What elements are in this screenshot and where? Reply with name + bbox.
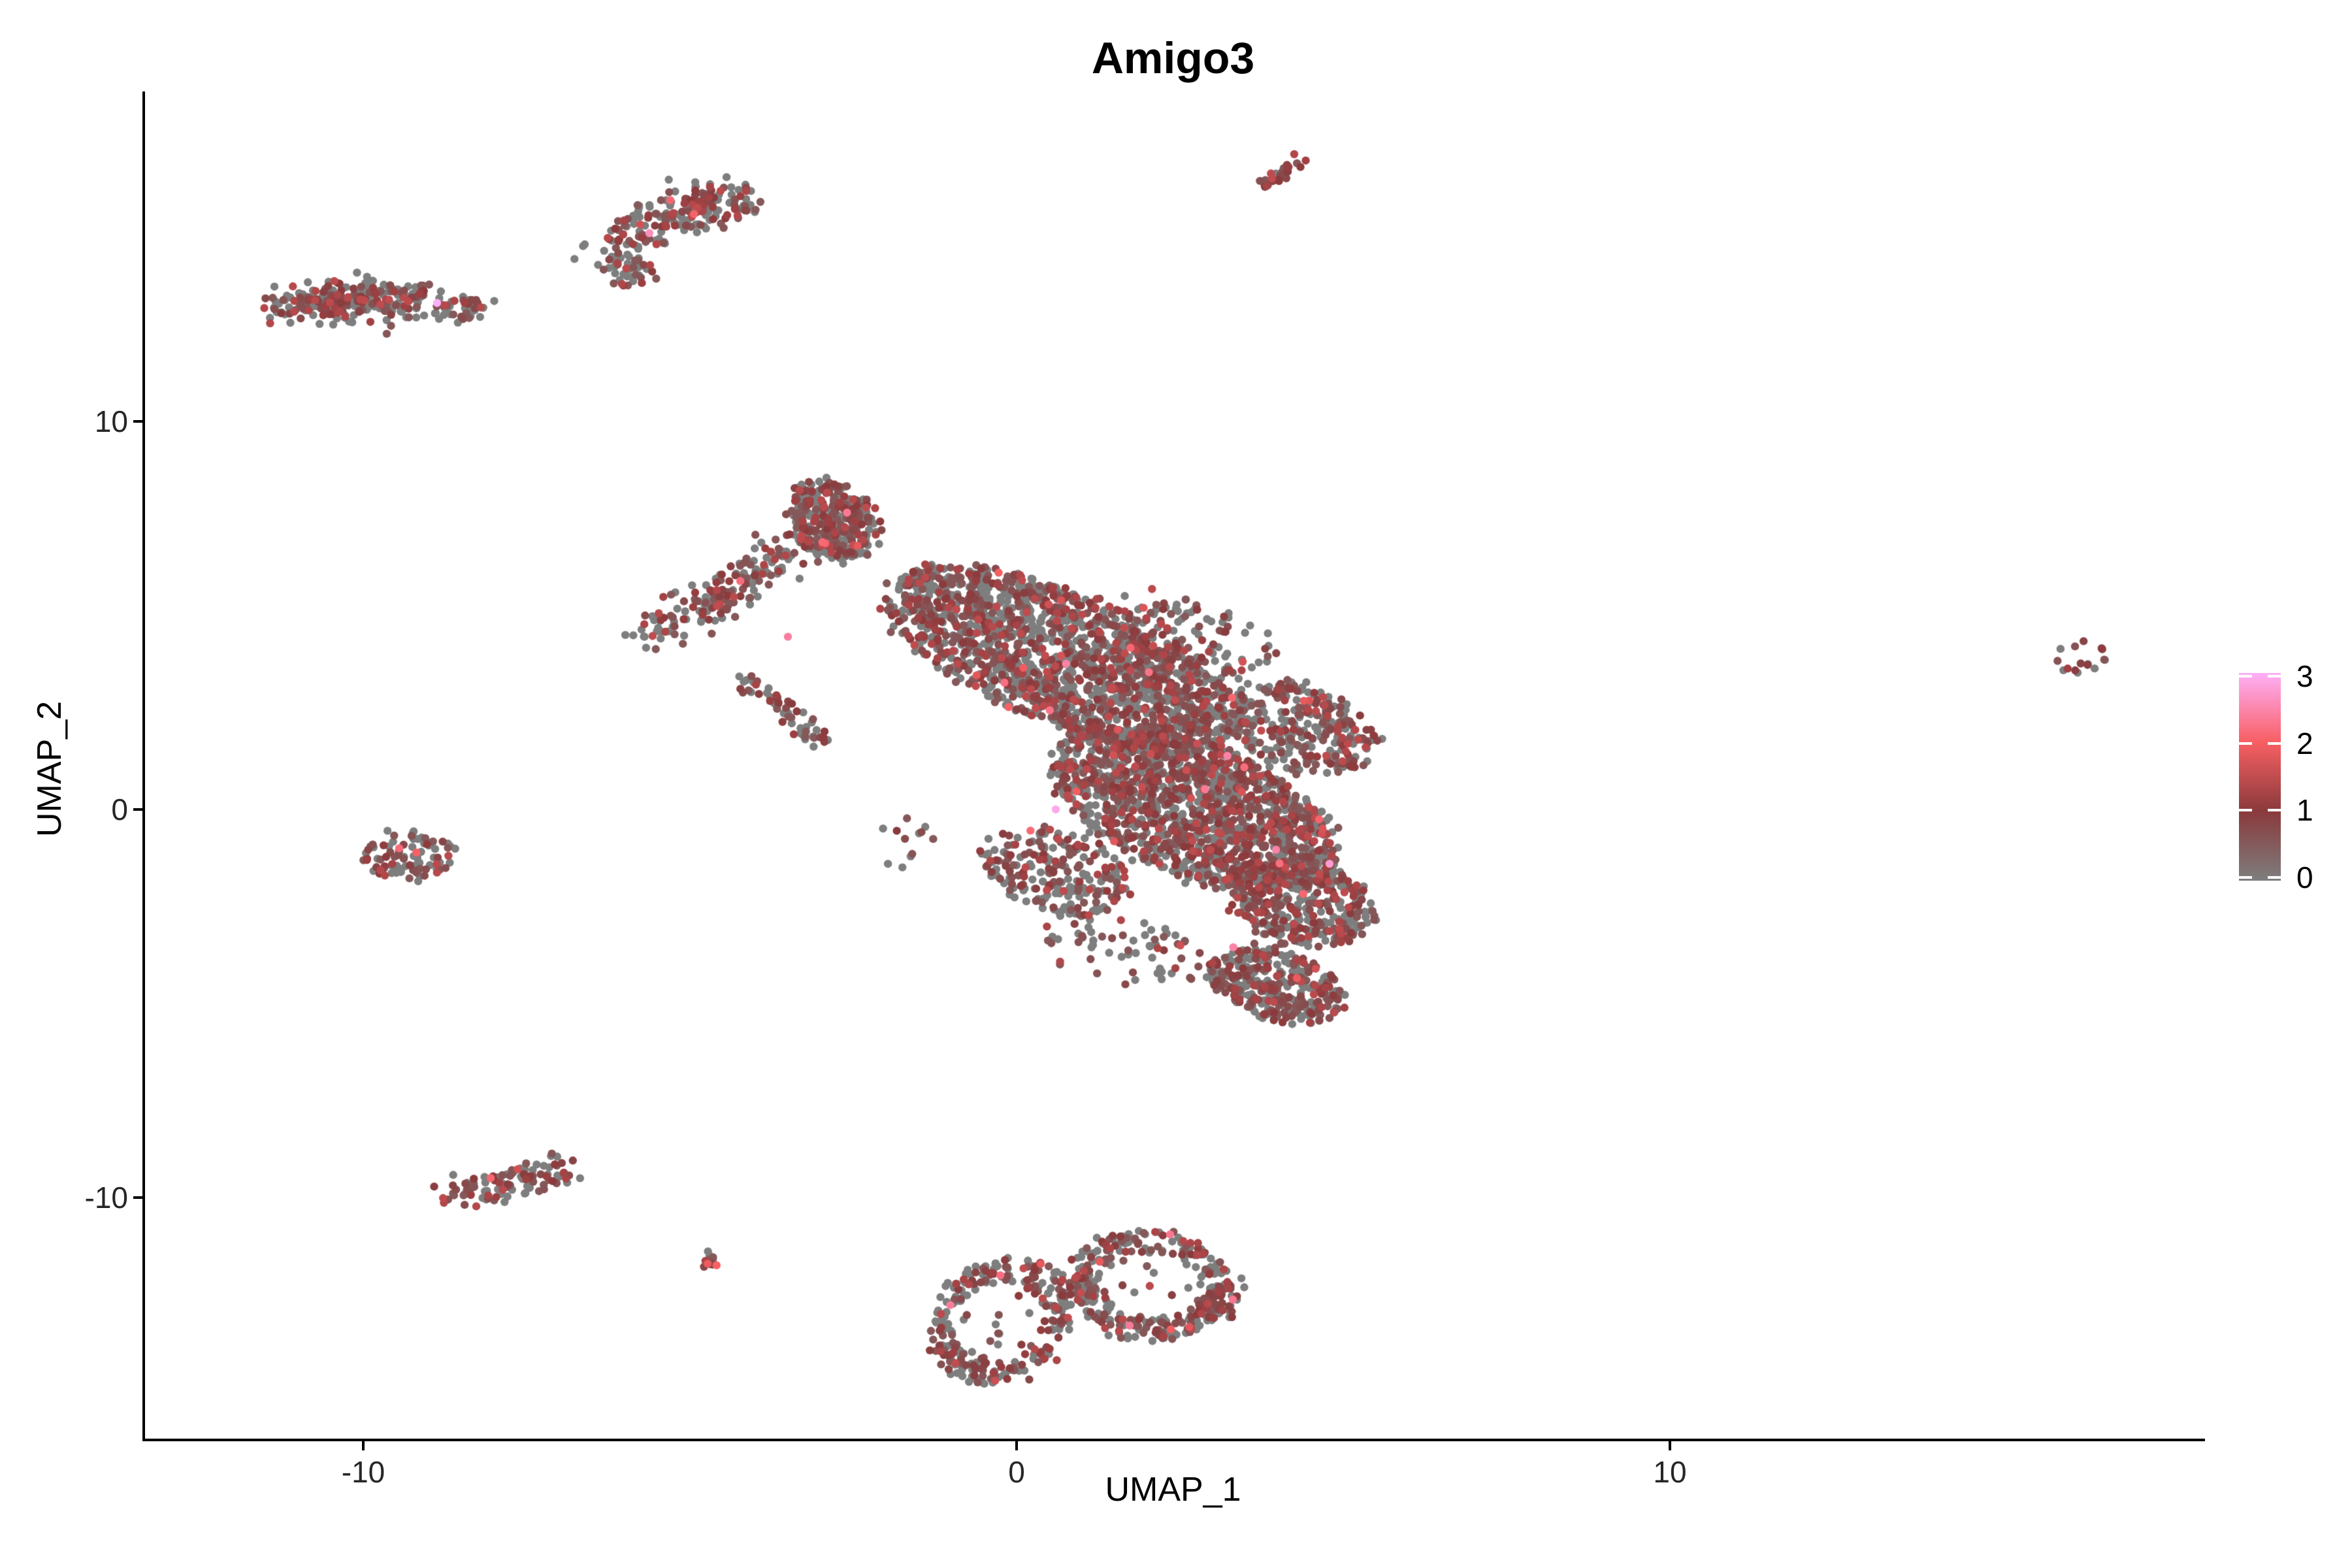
y-axis-line <box>142 91 145 1441</box>
y-tick-label: 0 <box>111 792 128 826</box>
x-axis-label: UMAP_1 <box>1105 1471 1241 1509</box>
y-tick-mark <box>133 808 142 811</box>
y-tick-mark <box>133 419 142 423</box>
y-axis-label: UMAP_2 <box>31 700 69 838</box>
x-tick-label: 10 <box>1653 1455 1687 1489</box>
x-tick-mark <box>362 1441 365 1450</box>
legend-colorbar-tick <box>2239 809 2252 812</box>
y-tick-mark <box>133 1196 142 1199</box>
legend-tick-label: 3 <box>2296 659 2313 693</box>
legend-colorbar-tick <box>2239 876 2252 879</box>
legend-tick-label: 2 <box>2296 726 2313 760</box>
legend-colorbar-tick <box>2268 876 2281 879</box>
legend-colorbar-tick <box>2239 675 2252 678</box>
legend-colorbar-tick <box>2268 809 2281 812</box>
plot-title: Amigo3 <box>1091 33 1255 83</box>
x-tick-label: -10 <box>341 1455 385 1489</box>
legend-tick-label: 1 <box>2296 793 2313 828</box>
legend-colorbar-tick <box>2268 742 2281 745</box>
x-tick-mark <box>1015 1441 1018 1450</box>
x-tick-mark <box>1669 1441 1671 1450</box>
y-tick-label: 10 <box>94 404 128 438</box>
x-tick-label: 0 <box>1008 1455 1025 1489</box>
legend-colorbar <box>2239 673 2281 881</box>
legend-colorbar-tick <box>2239 742 2252 745</box>
x-axis-line <box>142 1439 2205 1441</box>
legend-tick-label: 0 <box>2296 860 2313 894</box>
y-tick-label: -10 <box>84 1180 128 1215</box>
legend-colorbar-tick <box>2268 675 2281 678</box>
